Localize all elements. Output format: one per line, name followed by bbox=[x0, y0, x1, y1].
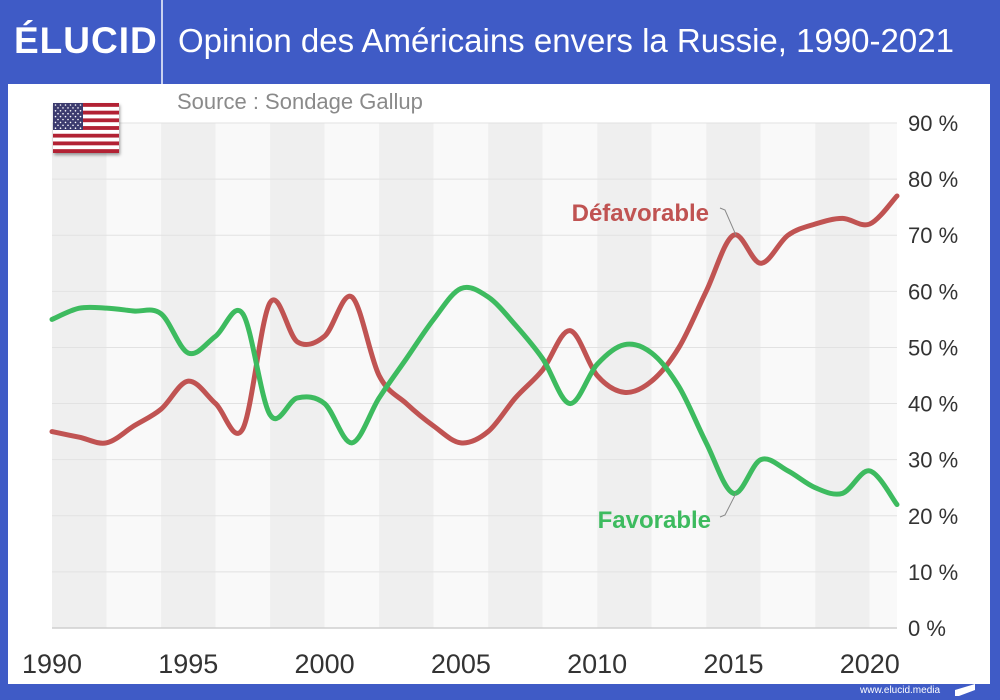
header-divider bbox=[161, 0, 163, 84]
y-tick-label: 80 % bbox=[908, 167, 958, 192]
background-stripe bbox=[433, 123, 489, 628]
y-tick-label: 10 % bbox=[908, 560, 958, 585]
background-stripe bbox=[215, 123, 271, 628]
page-title: Opinion des Américains envers la Russie,… bbox=[178, 22, 954, 59]
y-tick-label: 70 % bbox=[908, 223, 958, 248]
background-stripe bbox=[52, 123, 107, 628]
footer-url: www.elucid.media bbox=[860, 685, 941, 696]
background-stripe bbox=[379, 123, 434, 628]
x-tick-label: 1990 bbox=[22, 649, 82, 679]
background-stripe bbox=[270, 123, 325, 628]
background-stripe bbox=[161, 123, 216, 628]
leader-line-unfavorable bbox=[719, 207, 737, 236]
source-note: Source : Sondage Gallup bbox=[177, 89, 423, 114]
x-tick-label: 2010 bbox=[567, 649, 627, 679]
leader-line-favorable bbox=[719, 493, 737, 518]
y-tick-label: 40 % bbox=[908, 392, 958, 417]
header-bar: ÉLUCID Opinion des Américains envers la … bbox=[0, 0, 1000, 84]
elucid-mark-icon bbox=[955, 684, 975, 696]
y-tick-label: 30 % bbox=[908, 448, 958, 473]
background-stripe bbox=[597, 123, 652, 628]
series-label-unfavorable: Défavorable bbox=[572, 200, 709, 227]
background-stripe bbox=[815, 123, 870, 628]
background-stripe bbox=[869, 123, 897, 628]
background-stripe bbox=[488, 123, 543, 628]
background-stripe bbox=[760, 123, 816, 628]
background-stripe bbox=[324, 123, 380, 628]
x-tick-label: 2000 bbox=[295, 649, 355, 679]
y-tick-label: 0 % bbox=[908, 616, 946, 641]
y-tick-label: 90 % bbox=[908, 111, 958, 136]
series-line-unfavorable bbox=[49, 193, 900, 446]
x-tick-label: 2005 bbox=[431, 649, 491, 679]
background-stripe bbox=[106, 123, 162, 628]
y-tick-label: 20 % bbox=[908, 504, 958, 529]
y-tick-label: 60 % bbox=[908, 279, 958, 304]
elucid-logo: ÉLUCID bbox=[14, 20, 158, 61]
y-tick-label: 50 % bbox=[908, 335, 958, 360]
us-flag-icon bbox=[53, 103, 119, 153]
series-label-favorable: Favorable bbox=[598, 507, 711, 534]
x-tick-label: 1995 bbox=[158, 649, 218, 679]
background-stripe bbox=[706, 123, 761, 628]
series-line-favorable bbox=[49, 284, 900, 508]
x-tick-label: 2015 bbox=[703, 649, 763, 679]
x-tick-label: 2020 bbox=[840, 649, 900, 679]
